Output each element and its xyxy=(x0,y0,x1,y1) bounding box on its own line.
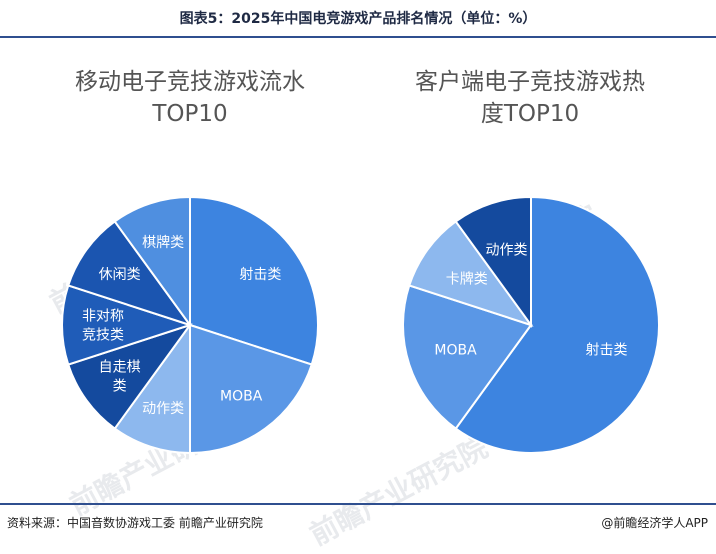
chart-title-mobile-line2: TOP10 xyxy=(152,101,228,127)
chart-title-mobile: 移动电子竞技游戏流水 TOP10 xyxy=(40,66,340,130)
figure-title: 图表5：2025年中国电竞游戏产品排名情况（单位：%） xyxy=(179,11,537,27)
slice-label-0-5: 休闲类 xyxy=(99,267,141,283)
pie-slice-0-5 xyxy=(67,220,193,327)
slice-label-1-2: 卡牌类 xyxy=(446,270,488,287)
slice-label-0-3: 自走棋类 xyxy=(99,360,141,395)
brand-note: @前瞻经济学人APP xyxy=(601,516,708,530)
pie-slice-1-0 xyxy=(454,195,660,454)
chart-title-pc: 客户端电子竞技游戏热 度TOP10 xyxy=(380,66,680,130)
slice-label-1-0: 射击类 xyxy=(585,343,627,359)
pie-chart-pc: 射击类 MOBA 卡牌类 动作类 xyxy=(402,195,660,454)
slice-label-0-1: MOBA xyxy=(220,388,263,404)
header-bar: 图表5：2025年中国电竞游戏产品排名情况（单位：%） xyxy=(0,0,716,38)
source-note: 资料来源：中国音数协游戏工委 前瞻产业研究院 xyxy=(7,516,263,530)
pie-slice-1-1 xyxy=(402,284,533,430)
footer-bar: 资料来源：中国音数协游戏工委 前瞻产业研究院 @前瞻经济学人APP xyxy=(0,503,716,541)
pie-slice-0-3 xyxy=(67,323,193,430)
chart-title-pc-line2: 度TOP10 xyxy=(480,101,580,127)
slice-label-0-0: 射击类 xyxy=(239,267,281,283)
slice-label-0-4: 非对称竞技类 xyxy=(82,309,124,344)
slice-label-0-2: 动作类 xyxy=(142,401,184,417)
slice-label-1-1: MOBA xyxy=(434,343,477,359)
slice-label-1-3: 动作类 xyxy=(485,243,527,259)
pie-slice-0-4 xyxy=(61,284,194,366)
pie-slice-0-0 xyxy=(189,195,319,366)
pie-slice-0-6 xyxy=(113,195,191,329)
pie-slice-0-2 xyxy=(113,321,191,455)
pie-slice-0-1 xyxy=(189,323,313,455)
slice-label-0-6: 棋牌类 xyxy=(142,234,184,251)
chart-title-mobile-line1: 移动电子竞技游戏流水 xyxy=(75,69,305,95)
pie-slice-1-2 xyxy=(408,220,534,327)
chart-title-pc-line1: 客户端电子竞技游戏热 xyxy=(415,69,645,95)
pie-slice-1-3 xyxy=(454,195,532,329)
